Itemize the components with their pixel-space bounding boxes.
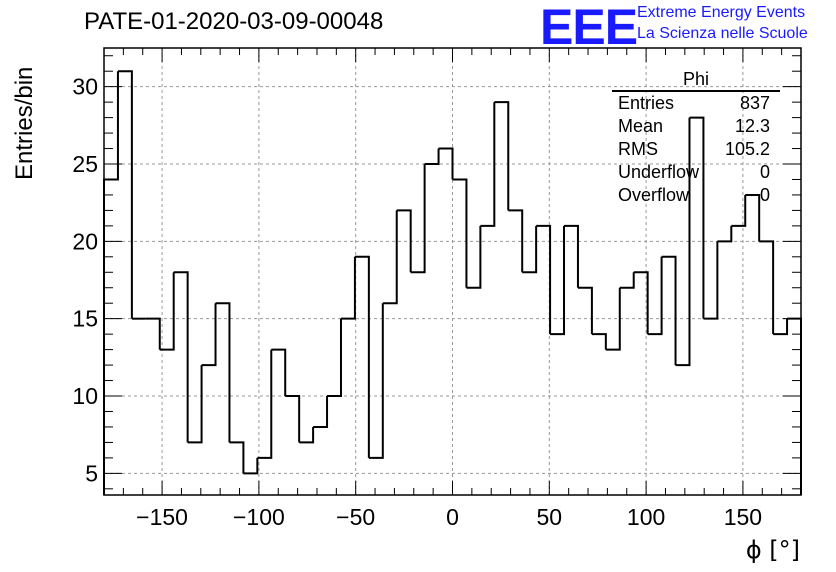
histogram-bin (661, 255, 677, 366)
stats-label: Underflow (618, 162, 700, 182)
histogram-bin (773, 318, 789, 336)
histogram-bin (327, 318, 342, 398)
histogram-bin (759, 240, 775, 335)
histogram-bin (689, 116, 705, 319)
x-tick-label: −50 (336, 504, 375, 530)
stats-box-title: Phi (612, 68, 780, 92)
histogram-bin (536, 224, 552, 335)
stats-row-entries: Entries 837 (612, 92, 780, 115)
histogram-bin (480, 102, 496, 227)
y-tick-label: 5 (85, 460, 98, 486)
histogram-bin (550, 225, 566, 336)
histogram-bin (201, 303, 217, 367)
histogram-bin (410, 164, 426, 274)
histogram-bin (605, 287, 621, 351)
x-tick-label: −100 (233, 504, 285, 530)
y-tick-label: 15 (72, 306, 98, 332)
stats-value: 105.2 (724, 139, 770, 159)
page-title: PATE-01-2020-03-09-00048 (84, 8, 384, 35)
histogram-bin (577, 286, 593, 335)
x-tick-label: 150 (724, 504, 762, 530)
stats-row-mean: Mean 12.3 (612, 115, 780, 138)
histogram-bin (313, 396, 329, 428)
histogram-bin (159, 272, 175, 351)
histogram-bin (452, 178, 468, 288)
histogram-bin (564, 224, 579, 288)
histogram-bin (424, 148, 440, 166)
stats-row-rms: RMS 105.2 (612, 138, 780, 161)
histogram-bin (117, 70, 133, 319)
stats-value: 837 (739, 93, 770, 113)
histogram-bin (103, 71, 119, 495)
x-tick-label: −150 (136, 504, 188, 530)
histogram-bin (647, 256, 663, 336)
y-tick-label: 25 (72, 151, 98, 177)
logo-line2: La Scienza nelle Scuole (637, 25, 808, 42)
histogram-bin (215, 302, 231, 443)
histogram-bin (340, 256, 356, 320)
histogram-bin (396, 209, 412, 273)
stats-label: Entries (618, 93, 675, 113)
histogram-bin (522, 225, 538, 274)
stats-box: Phi Entries 837 Mean 12.3 RMS 105.2 Unde… (612, 68, 780, 207)
histogram-bin (633, 271, 649, 335)
histogram-bin (731, 194, 747, 227)
histogram-bin (145, 317, 161, 350)
histogram-bin (382, 210, 398, 305)
histogram-bin (285, 395, 301, 443)
histogram-bin (466, 225, 482, 289)
stats-row-underflow: Underflow 0 (612, 161, 780, 184)
histogram-bin (229, 441, 245, 474)
x-tick-label: 0 (446, 504, 459, 530)
histogram-bin (619, 272, 635, 289)
histogram-bin (494, 101, 510, 211)
y-tick-label: 20 (72, 228, 98, 254)
histogram-bin (368, 303, 384, 459)
x-tick-label: 50 (537, 504, 563, 530)
histogram-bin (675, 117, 691, 367)
histogram-bin (257, 349, 273, 459)
histogram-bin (438, 147, 454, 180)
stats-label: Overflow (618, 185, 690, 205)
histogram-bin (299, 426, 315, 444)
histogram-bin (591, 333, 607, 350)
stats-label: Mean (618, 116, 664, 136)
histogram-bin (271, 348, 287, 397)
histogram-bin (508, 209, 524, 273)
stats-value: 0 (759, 185, 770, 205)
histogram-bin (243, 457, 259, 475)
logo-line1: Extreme Energy Events (637, 4, 806, 21)
stats-row-overflow: Overflow 0 (612, 184, 780, 207)
axis-ticks (104, 48, 801, 495)
stats-label: RMS (618, 139, 658, 159)
histogram-bin (787, 317, 802, 495)
histogram-bin (717, 225, 733, 243)
stats-value: 0 (759, 162, 770, 182)
histogram-bin (354, 255, 370, 458)
y-tick-label: 10 (72, 383, 98, 409)
x-axis-label: ϕ [°] (746, 536, 800, 564)
x-tick-label: 100 (627, 504, 665, 530)
histogram-bin (173, 271, 189, 443)
stats-value: 12.3 (734, 116, 770, 136)
y-tick-label: 30 (72, 74, 98, 100)
histogram-bin (703, 241, 719, 320)
histogram-bin (187, 365, 203, 444)
tick-labels: −150 −100 −50 0 50 100 150 5 10 15 20 25 30 (72, 74, 762, 530)
histogram-bin (745, 193, 761, 242)
eee-logo: EEE (540, 0, 638, 55)
y-axis-label: Entries/bin (11, 67, 38, 180)
